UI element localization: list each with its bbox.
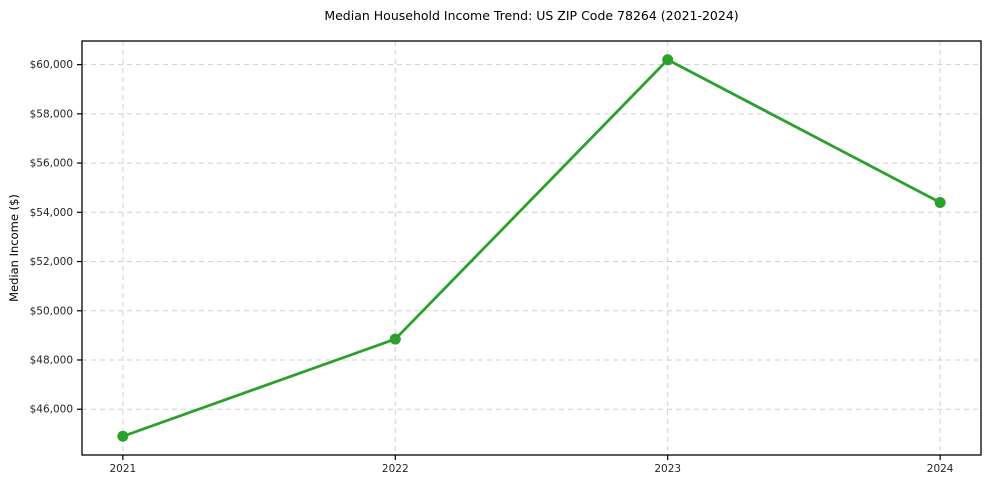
x-tick-label: 2022 — [382, 463, 409, 475]
y-tick-label: $50,000 — [30, 305, 73, 317]
x-tick-label: 2023 — [654, 463, 681, 475]
y-tick-label: $52,000 — [30, 256, 73, 268]
data-point-2022 — [389, 333, 401, 345]
x-tick-label: 2024 — [927, 463, 954, 475]
y-tick-label: $54,000 — [30, 207, 73, 219]
y-tick-label: $46,000 — [30, 404, 73, 416]
data-point-2024 — [934, 196, 946, 208]
y-tick-label: $48,000 — [30, 354, 73, 366]
y-tick-label: $56,000 — [30, 158, 73, 170]
plot-border — [81, 40, 982, 456]
trend-line — [121, 58, 942, 438]
chart-title: Median Household Income Trend: US ZIP Co… — [324, 8, 739, 23]
data-point-2021 — [117, 430, 129, 442]
x-tick-label: 2021 — [109, 463, 136, 475]
y-tick-label: $60,000 — [30, 59, 73, 71]
data-point-2023 — [662, 54, 674, 66]
y-tick-label: $58,000 — [30, 108, 73, 120]
